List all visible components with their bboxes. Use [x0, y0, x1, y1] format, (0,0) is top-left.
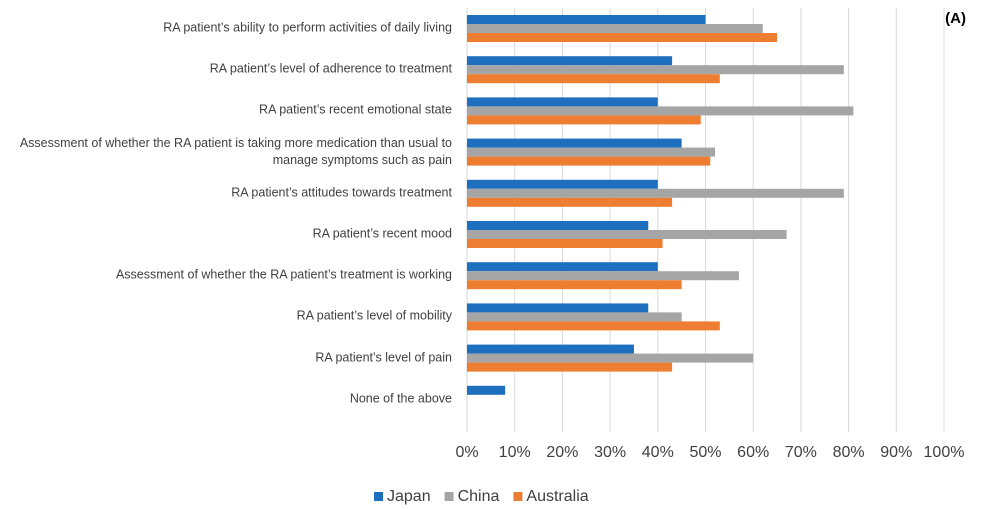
bar: [467, 221, 649, 230]
category-label: RA patient’s ability to perform activiti…: [163, 20, 452, 35]
category-label: RA patient’s recent mood: [312, 226, 452, 241]
x-tick-label: 90%: [880, 444, 912, 461]
bar: [467, 115, 701, 125]
bar: [467, 65, 844, 75]
bar: [467, 303, 649, 313]
bar: [467, 97, 658, 107]
bar: [467, 106, 854, 116]
x-tick-label: 50%: [689, 444, 721, 461]
x-tick-label: 30%: [594, 444, 626, 461]
bar: [467, 147, 716, 157]
category-label: None of the above: [349, 391, 452, 406]
bar: [467, 138, 682, 148]
legend-label: China: [458, 488, 500, 505]
x-tick-label: 0%: [455, 444, 478, 461]
x-tick-label: 20%: [546, 444, 578, 461]
category-label: Assessment of whether the RA patient’s t…: [115, 267, 452, 282]
legend-swatch: [513, 492, 523, 501]
bar: [467, 321, 720, 331]
bar: [467, 15, 706, 24]
x-tick-label: 80%: [833, 444, 865, 461]
category-label: RA patient’s level of mobility: [296, 308, 452, 323]
bar: [467, 33, 778, 42]
legend-label: Japan: [387, 488, 431, 505]
bar: [467, 344, 634, 354]
x-tick-label: 60%: [737, 444, 769, 461]
bar: [467, 362, 673, 372]
bar: [467, 385, 506, 395]
legend-swatch: [444, 492, 454, 501]
bar: [467, 156, 711, 166]
x-tick-label: 10%: [499, 444, 531, 461]
x-tick-label: 70%: [785, 444, 817, 461]
legend-swatch: [374, 492, 383, 501]
category-label: Assessment of whether the RA patient is …: [19, 135, 452, 167]
category-label: RA patient’s level of adherence to treat…: [209, 61, 452, 76]
bar: [467, 197, 673, 207]
bar: [467, 262, 658, 272]
bar: [467, 271, 739, 281]
bar: [467, 24, 763, 33]
bar: [467, 239, 663, 248]
bar: [467, 353, 754, 363]
category-label: RA patient’s level of pain: [315, 350, 452, 365]
bar: [467, 188, 844, 198]
annotation: (A): [945, 10, 966, 27]
legend-label: Australia: [526, 488, 588, 505]
bar: [467, 312, 682, 322]
x-tick-label: 40%: [642, 444, 674, 461]
bar: [467, 56, 673, 66]
x-tick-label: 100%: [924, 444, 965, 461]
bar: [467, 179, 658, 189]
category-label: RA patient’s recent emotional state: [259, 102, 452, 117]
category-label: RA patient’s attitudes towards treatment: [231, 185, 452, 200]
bar: [467, 280, 682, 290]
bar: [467, 74, 720, 84]
bar: [467, 230, 787, 239]
